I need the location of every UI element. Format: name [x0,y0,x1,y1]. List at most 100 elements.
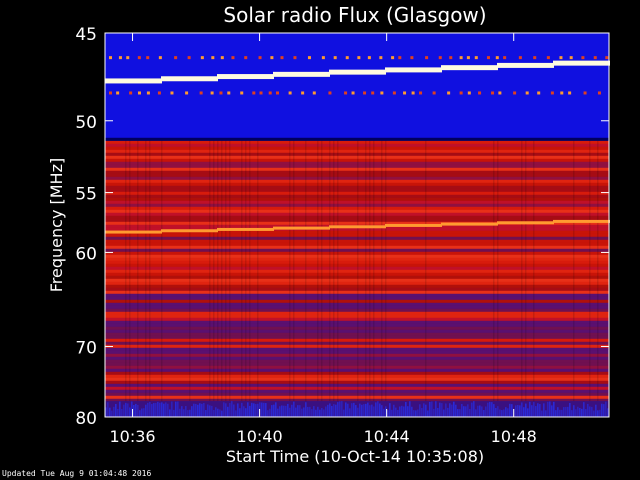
heat-noise-column [233,404,235,417]
heat-dot [187,56,191,60]
heat-noise-column [461,403,463,417]
heat-streak [493,140,495,405]
heat-noise-column [555,410,557,417]
heat-noise-column [219,409,221,417]
heat-noise-column [343,409,345,417]
heat-row [105,293,609,297]
heat-dot [411,91,415,95]
heat-noise-column [223,402,225,417]
heat-noise-column [485,406,487,417]
heat-row [105,191,609,195]
orange-emission-line [385,223,442,227]
heat-noise-column [341,401,343,417]
heat-noise-column [551,405,553,417]
heat-row [105,194,609,198]
heat-noise-column [571,410,573,417]
heat-dot [200,56,204,60]
heat-row [105,374,609,378]
heat-dot [432,91,436,95]
heat-noise-column [489,401,491,417]
heat-dot [116,91,120,95]
heat-dot [425,56,429,60]
heat-row [105,176,609,180]
heat-noise-column [313,406,315,417]
heat-noise-column [415,410,417,417]
heat-streak [597,140,599,405]
heat-row [105,377,609,381]
heat-noise-column [601,403,603,417]
heat-dot [158,56,162,60]
heat-row [105,329,609,333]
heat-noise-column [411,406,413,417]
heat-noise-column [405,402,407,417]
heat-noise-column [141,408,143,417]
heat-noise-column [153,403,155,417]
heat-row [105,395,609,399]
y-tick-label: 50 [75,113,97,133]
heat-noise-column [289,407,291,417]
heat-streak [289,140,291,405]
heat-row [105,206,609,210]
heat-row [105,341,609,345]
heat-dot [129,91,133,95]
heat-streak [125,140,127,405]
heat-noise-column [439,402,441,417]
heat-row [105,326,609,330]
heat-noise-column [207,404,209,417]
heat-noise-column [607,408,609,417]
heat-noise-column [463,406,465,417]
heat-noise-column [591,406,593,417]
y-tick-label: 70 [75,338,97,358]
heat-row [105,266,609,270]
heat-dot [220,56,224,60]
heat-noise-column [109,407,111,417]
heat-noise-column [125,402,127,417]
heat-noise-column [229,403,231,417]
heat-noise-column [469,408,471,417]
heat-noise-column [423,403,425,417]
heat-dot [560,91,564,95]
heat-dot [157,91,161,95]
heat-dot [459,56,463,60]
heat-row [105,398,609,402]
heat-noise-column [535,406,537,417]
bright-emission-band [217,74,274,80]
heat-dot [328,91,332,95]
heat-noise-column [547,401,549,417]
heat-noise-column [533,402,535,417]
heat-noise-column [187,410,189,417]
heat-noise-column [567,406,569,417]
heat-noise-column [337,402,339,417]
heat-noise-column [369,405,371,417]
heat-dot [498,91,502,95]
heat-row [105,359,609,363]
heat-row [105,242,609,246]
heat-streak [293,140,295,405]
x-tick-label: 10:48 [491,427,537,446]
heat-dot [280,56,284,60]
heat-noise-column [503,409,505,417]
heat-dot [513,91,517,95]
heat-noise-column [569,402,571,417]
heat-noise-column [585,409,587,417]
heat-noise-column [157,401,159,417]
heat-noise-column [539,404,541,417]
heat-streak [333,140,335,405]
heat-noise-column [267,410,269,417]
heat-row [105,371,609,375]
heat-noise-column [177,401,179,417]
heat-dot [268,91,272,95]
heat-dot [252,91,256,95]
heat-noise-column [189,409,191,417]
heat-dot [312,91,316,95]
heat-noise-column [163,403,165,417]
heat-row [105,197,609,201]
heat-row [105,203,609,207]
heat-dot [259,91,263,95]
x-axis: 10:36 10:40 10:44 10:48 [109,33,537,446]
heat-dot [288,91,292,95]
heat-noise-column [431,401,433,417]
heat-row [105,389,609,393]
heat-row [105,392,609,396]
y-axis: 45 50 55 60 70 80 [75,25,609,429]
